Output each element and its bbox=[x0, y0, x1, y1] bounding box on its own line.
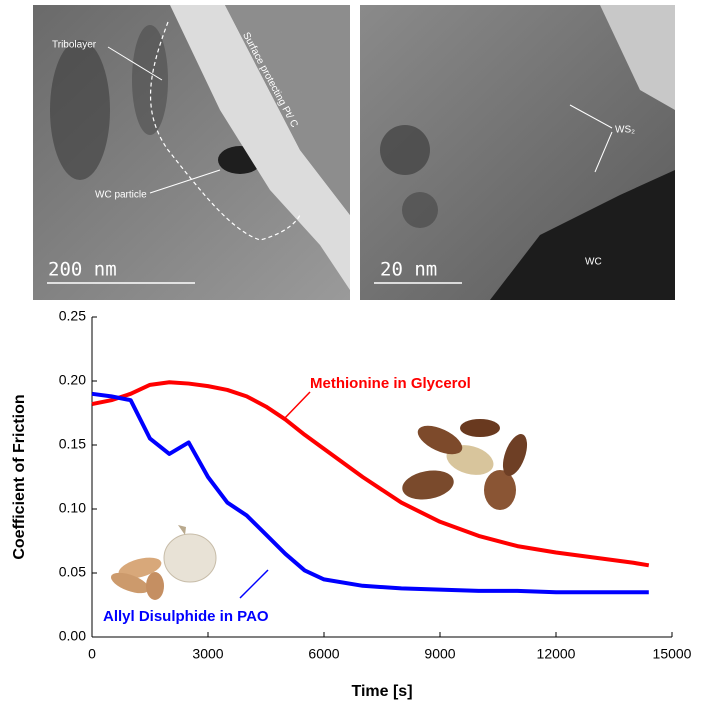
brazil-nut-photo bbox=[402, 419, 528, 510]
chart: 0.00 0.05 0.10 0.15 0.20 0.25 0 3000 6000 9000 120… bbox=[11, 308, 691, 701]
y-tick-label: 0.25 bbox=[59, 308, 86, 324]
micrograph-label: WS₂ bbox=[615, 125, 635, 136]
garlic-photo bbox=[111, 525, 217, 600]
y-tick-label: 0.10 bbox=[59, 500, 86, 516]
micrograph-label: Tribolayer bbox=[52, 40, 97, 51]
y-tick-label: 0.00 bbox=[59, 628, 86, 644]
micrograph-right: WS₂ WC 20 nm bbox=[360, 5, 675, 300]
y-axis-title: Coefficient of Friction bbox=[11, 394, 28, 559]
micrograph-label: WC particle bbox=[95, 190, 147, 201]
leader-line bbox=[239, 569, 269, 599]
x-tick-label: 9000 bbox=[424, 646, 455, 662]
x-tick-label: 6000 bbox=[308, 646, 339, 662]
series-label: Methionine in Glycerol bbox=[310, 375, 471, 392]
series-line bbox=[91, 391, 649, 595]
scale-bar-label: 200 nm bbox=[48, 259, 117, 281]
x-tick-label: 15000 bbox=[653, 646, 692, 662]
x-tick-label: 0 bbox=[88, 646, 96, 662]
x-tick-label: 3000 bbox=[192, 646, 223, 662]
y-tick-label: 0.20 bbox=[59, 372, 86, 388]
scale-bar-label: 20 nm bbox=[380, 259, 437, 281]
micrograph-label: WC bbox=[585, 257, 602, 268]
series-line bbox=[91, 380, 650, 568]
leader-line bbox=[282, 391, 311, 421]
x-tick-label: 12000 bbox=[537, 646, 576, 662]
y-tick-label: 0.15 bbox=[59, 436, 86, 452]
y-tick-label: 0.05 bbox=[59, 564, 86, 580]
series-label: Allyl Disulphide in PAO bbox=[103, 608, 269, 625]
micrograph-left: Tribolayer Surface protecting Pt/ C WC p… bbox=[33, 5, 350, 300]
x-axis-title: Time [s] bbox=[351, 683, 412, 700]
